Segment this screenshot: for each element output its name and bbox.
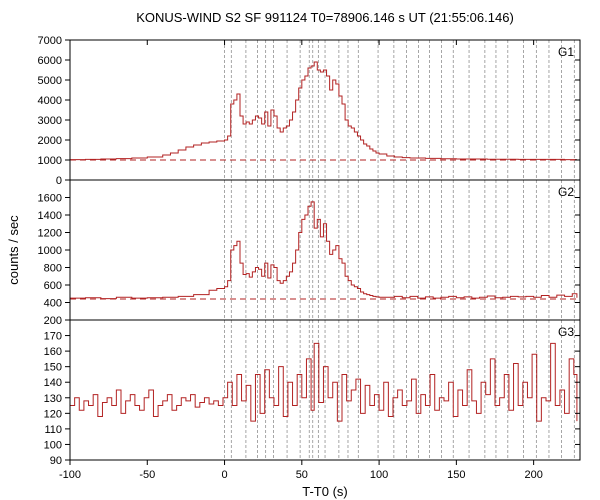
ytick-label: 170 [44,331,62,343]
ytick-label: 400 [44,298,62,310]
chart-title: KONUS-WIND S2 SF 991124 T0=78906.146 s U… [136,10,514,25]
ylabel: counts / sec [6,215,21,285]
ytick-label: 600 [44,280,62,292]
chart-container: KONUS-WIND S2 SF 991124 T0=78906.146 s U… [0,0,600,500]
xlabel: T-T0 (s) [302,484,348,499]
ytick-label: 1400 [38,210,62,222]
data-line [70,62,577,160]
ytick-label: 120 [44,408,62,420]
ytick-label: 1000 [38,245,62,257]
ytick-label: 100 [44,439,62,451]
xtick-label: -100 [59,469,81,481]
data-line [70,343,577,421]
ytick-label: 110 [44,424,62,436]
xtick-label: 100 [370,469,388,481]
xtick-label: 50 [296,469,308,481]
ytick-label: 200 [44,315,62,327]
xtick-label: -50 [139,469,155,481]
ytick-label: 800 [44,263,62,275]
ytick-label: 1000 [38,155,62,167]
ytick-label: 130 [44,393,62,405]
ytick-label: 1600 [38,193,62,205]
multi-panel-chart: KONUS-WIND S2 SF 991124 T0=78906.146 s U… [0,0,600,500]
panel-label: G3 [558,325,574,339]
ytick-label: 150 [44,362,62,374]
ytick-label: 2000 [38,135,62,147]
ytick-label: 3000 [38,115,62,127]
ytick-label: 7000 [38,35,62,47]
ytick-label: 0 [56,175,62,187]
ytick-label: 1200 [38,228,62,240]
ytick-label: 6000 [38,55,62,67]
xtick-label: 200 [524,469,542,481]
data-line [70,202,577,299]
panel-label: G2 [558,185,574,199]
ytick-label: 5000 [38,75,62,87]
xtick-label: 0 [221,469,227,481]
ytick-label: 140 [44,377,62,389]
panel-label: G1 [558,45,574,59]
xtick-label: 150 [447,469,465,481]
ytick-label: 90 [50,455,62,467]
ytick-label: 160 [44,346,62,358]
ytick-label: 4000 [38,95,62,107]
